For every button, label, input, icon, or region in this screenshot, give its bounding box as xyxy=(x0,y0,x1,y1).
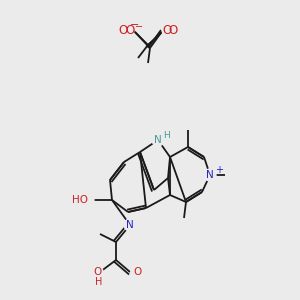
Text: +: + xyxy=(215,165,223,175)
Text: H: H xyxy=(95,277,103,287)
Text: O: O xyxy=(119,23,128,37)
Circle shape xyxy=(152,134,164,146)
Text: O: O xyxy=(93,267,101,277)
Circle shape xyxy=(124,219,136,231)
Circle shape xyxy=(160,129,172,141)
Circle shape xyxy=(131,266,143,278)
Text: O: O xyxy=(125,25,135,38)
Text: HO: HO xyxy=(72,195,88,205)
Text: −: − xyxy=(130,20,140,30)
Text: N: N xyxy=(154,135,162,145)
Circle shape xyxy=(162,24,174,36)
Text: O: O xyxy=(133,267,141,277)
Text: O: O xyxy=(168,23,177,37)
Circle shape xyxy=(82,194,94,206)
Text: N: N xyxy=(206,170,214,180)
Text: N: N xyxy=(126,220,134,230)
Circle shape xyxy=(91,266,103,278)
Text: O: O xyxy=(162,25,172,38)
Circle shape xyxy=(204,169,216,181)
Text: −: − xyxy=(135,22,143,32)
Circle shape xyxy=(122,24,134,36)
Text: H: H xyxy=(163,130,170,140)
